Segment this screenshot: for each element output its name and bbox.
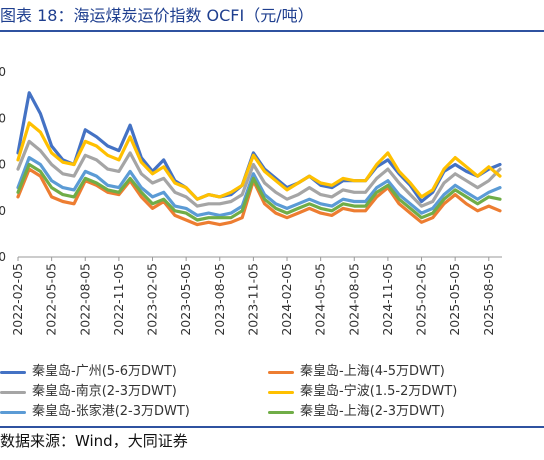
x-tick-label: 2022-08-05 [77, 263, 92, 336]
x-tick-label: 2024-02-05 [279, 263, 294, 336]
chart-title: 图表 18：海运煤炭运价指数 OCFI（元/吨） [0, 6, 314, 25]
x-tick-label: 2022-05-05 [44, 263, 59, 336]
x-tick-label: 2022-02-05 [10, 263, 25, 336]
y-tick-label: 0 [0, 204, 6, 218]
series-line-2 [16, 167, 502, 227]
legend-label: 秦皇岛-南京(2-3万DWT) [32, 384, 177, 399]
legend-swatch [0, 411, 26, 414]
y-tick-label: 0 [0, 250, 6, 264]
series-line-5 [16, 156, 502, 217]
x-tick-label: 2023-02-05 [145, 263, 160, 336]
x-tick-label: 2024-11-05 [380, 263, 395, 336]
footer-divider [0, 426, 544, 428]
series-line-6 [16, 162, 502, 222]
series-line-4 [16, 121, 502, 201]
x-tick-label: 2023-08-05 [212, 263, 227, 336]
x-tick-label: 2024-08-05 [346, 263, 361, 336]
legend-swatch [268, 391, 294, 394]
y-tick-label: 0 [0, 111, 6, 125]
legend-swatch [0, 391, 26, 394]
legend-label: 秦皇岛-上海(2-3万DWT) [300, 404, 445, 419]
source-note: 数据来源：Wind，大同证券 [0, 432, 188, 450]
y-tick-label: 0 [0, 158, 6, 172]
series-line-3 [16, 139, 502, 208]
y-axis: 0 0 0 0 0 [0, 65, 6, 264]
legend-swatch [0, 371, 26, 374]
legend-label: 秦皇岛-张家港(2-3万DWT) [32, 404, 190, 419]
legend-label: 秦皇岛-宁波(1.5-2万DWT) [300, 384, 458, 399]
legend-label: 秦皇岛-上海(4-5万DWT) [300, 364, 445, 379]
x-tick-label: 2025-05-05 [447, 263, 462, 336]
x-tick-label: 2024-05-05 [313, 263, 328, 336]
legend-swatch [268, 411, 294, 414]
y-tick-label: 0 [0, 65, 6, 79]
x-tick-label: 2022-11-05 [111, 263, 126, 336]
legend: 秦皇岛-广州(5-6万DWT) 秦皇岛-上海(4-5万DWT) 秦皇岛-南京(2-3… [0, 363, 544, 425]
legend-swatch [268, 371, 294, 374]
x-tick-label: 2023-11-05 [245, 263, 260, 336]
legend-label: 秦皇岛-广州(5-6万DWT) [32, 364, 177, 379]
x-axis: 2022-02-05 2022-05-05 2022-08-05 2022-11-05… [10, 256, 502, 336]
title-divider [0, 30, 544, 32]
x-tick-label: 2025-02-05 [414, 263, 429, 336]
series-layer [16, 91, 502, 227]
x-tick-label: 2025-08-05 [481, 263, 496, 336]
x-tick-label: 2023-05-05 [178, 263, 193, 336]
